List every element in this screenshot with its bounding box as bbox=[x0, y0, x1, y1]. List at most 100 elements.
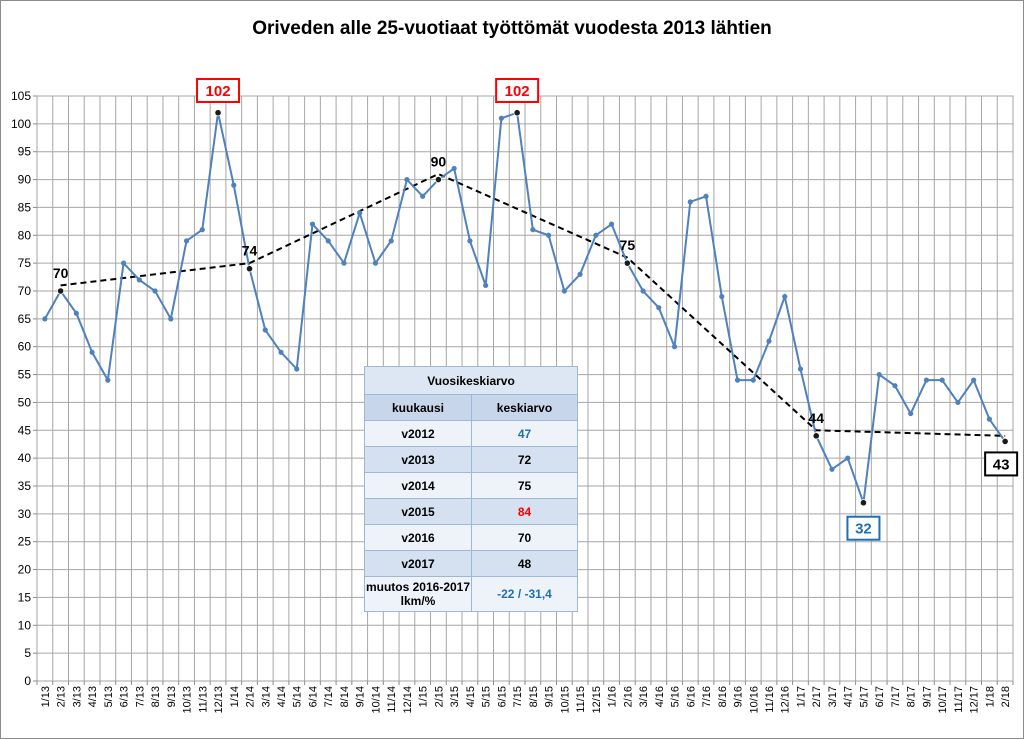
data-point bbox=[703, 193, 709, 199]
data-point bbox=[640, 288, 646, 294]
x-tick-label: 5/17 bbox=[858, 686, 870, 707]
x-tick-label: 9/13 bbox=[166, 686, 178, 707]
data-point bbox=[923, 377, 930, 383]
chart-title: Oriveden alle 25-vuotiaat työttömät vuod… bbox=[252, 18, 772, 39]
data-point bbox=[483, 282, 489, 289]
annotation-label: 102 bbox=[206, 83, 231, 100]
highlight-point bbox=[1001, 437, 1009, 446]
data-point bbox=[845, 455, 851, 461]
table-row: v2012 47 bbox=[364, 420, 578, 447]
row-label: v2014 bbox=[364, 472, 472, 499]
data-point bbox=[687, 199, 693, 205]
row-label: v2015 bbox=[364, 498, 472, 525]
data-point bbox=[404, 176, 410, 183]
x-tick-label: 6/13 bbox=[119, 686, 131, 707]
data-point bbox=[136, 277, 142, 283]
data-point bbox=[42, 316, 48, 322]
y-tick-label: 90 bbox=[18, 173, 32, 187]
table-row: v2017 48 bbox=[364, 550, 578, 577]
y-tick-label: 105 bbox=[11, 89, 31, 103]
x-tick-label: 7/15 bbox=[512, 686, 524, 707]
data-point bbox=[262, 327, 268, 333]
x-tick-label: 2/15 bbox=[433, 686, 445, 707]
x-tick-label: 1/14 bbox=[229, 686, 241, 707]
data-point bbox=[546, 232, 552, 238]
highlight-point bbox=[812, 432, 820, 440]
x-tick-label: 3/15 bbox=[449, 686, 461, 707]
x-tick-label: 1/16 bbox=[607, 686, 619, 707]
data-point bbox=[105, 377, 111, 383]
data-point bbox=[183, 238, 190, 244]
x-tick-label: 1/18 bbox=[984, 686, 996, 707]
highlight-point bbox=[513, 109, 521, 117]
x-tick-label: 3/13 bbox=[71, 686, 83, 707]
data-point bbox=[420, 193, 426, 199]
x-tick-label: 3/16 bbox=[638, 686, 650, 707]
data-point bbox=[656, 305, 662, 311]
row-label: muutos 2016-2017 lkm/% bbox=[364, 576, 472, 612]
y-tick-label: 60 bbox=[18, 340, 32, 354]
y-tick-label: 100 bbox=[11, 117, 31, 131]
x-tick-label: 4/13 bbox=[87, 686, 99, 707]
highlight-point bbox=[434, 175, 443, 184]
table-header-month: kuukausi bbox=[364, 394, 472, 421]
x-tick-label: 12/14 bbox=[402, 686, 414, 714]
row-value: -22 / -31,4 bbox=[471, 576, 578, 612]
data-point bbox=[971, 377, 977, 383]
x-tick-label: 4/14 bbox=[276, 686, 288, 707]
x-tick-label: 3/14 bbox=[260, 686, 272, 707]
x-tick-label: 3/17 bbox=[827, 686, 839, 707]
annotation-label: 44 bbox=[808, 410, 824, 426]
x-tick-label: 10/14 bbox=[370, 686, 382, 714]
data-point bbox=[734, 377, 741, 383]
x-tick-label: 4/16 bbox=[654, 686, 666, 707]
x-tick-label: 1/17 bbox=[795, 686, 807, 707]
row-label: v2013 bbox=[364, 446, 472, 473]
data-point bbox=[766, 338, 772, 344]
y-tick-label: 85 bbox=[18, 200, 32, 214]
y-tick-label: 45 bbox=[18, 423, 32, 437]
x-tick-label: 2/18 bbox=[1000, 686, 1012, 707]
x-tick-label: 1/15 bbox=[418, 686, 430, 707]
table-title: Vuosikeskiarvo bbox=[364, 366, 578, 395]
data-point bbox=[89, 349, 95, 355]
x-tick-label: 8/14 bbox=[339, 686, 351, 707]
x-tick-label: 2/17 bbox=[811, 686, 823, 707]
y-tick-label: 30 bbox=[18, 507, 32, 521]
row-value: 75 bbox=[471, 472, 578, 499]
annotation-label: 102 bbox=[505, 83, 530, 100]
data-point bbox=[955, 399, 961, 406]
annotation-box bbox=[984, 451, 1019, 477]
data-point bbox=[797, 366, 804, 372]
x-tick-label: 4/17 bbox=[843, 686, 855, 707]
y-tick-label: 20 bbox=[18, 563, 32, 577]
data-point bbox=[892, 383, 898, 389]
x-tick-label: 12/15 bbox=[591, 686, 603, 714]
data-point bbox=[671, 344, 678, 350]
data-point bbox=[577, 271, 583, 277]
data-point bbox=[341, 260, 347, 266]
data-point bbox=[294, 366, 300, 372]
data-point bbox=[168, 316, 174, 322]
x-tick-label: 11/13 bbox=[197, 686, 209, 713]
data-point bbox=[986, 416, 992, 422]
x-tick-label: 10/13 bbox=[182, 686, 194, 714]
y-tick-label: 0 bbox=[24, 674, 31, 688]
x-tick-label: 10/15 bbox=[559, 686, 571, 714]
x-tick-label: 5/16 bbox=[670, 686, 682, 707]
x-tick-label: 9/16 bbox=[733, 686, 745, 707]
data-point bbox=[782, 293, 788, 300]
x-tick-label: 5/15 bbox=[481, 686, 493, 707]
table-row: v2014 75 bbox=[364, 472, 578, 499]
table-header-average: keskiarvo bbox=[471, 394, 578, 421]
x-tick-label: 11/14 bbox=[386, 686, 398, 713]
highlight-point bbox=[245, 265, 254, 273]
data-point bbox=[467, 238, 473, 244]
table-row: muutos 2016-2017 lkm/% -22 / -31,4 bbox=[364, 576, 578, 612]
data-point bbox=[829, 466, 835, 472]
y-tick-label: 70 bbox=[18, 284, 32, 298]
highlight-point bbox=[57, 287, 65, 295]
y-tick-label: 35 bbox=[18, 479, 32, 493]
data-point bbox=[325, 238, 331, 244]
